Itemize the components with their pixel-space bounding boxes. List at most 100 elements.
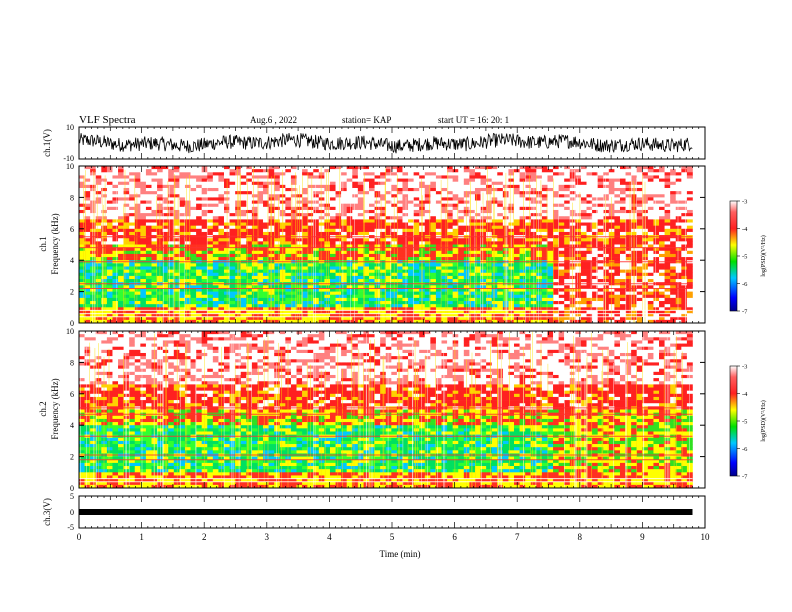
spectrogram-cell	[380, 225, 387, 230]
spectrogram-cell	[597, 241, 604, 245]
spectrogram-cell	[480, 316, 487, 321]
spectrogram-cell	[151, 228, 158, 233]
spectrogram-cell	[597, 203, 604, 208]
spectrogram-cell	[452, 253, 459, 258]
spectrogram-cell	[396, 219, 403, 223]
spectrogram-cell	[603, 272, 610, 277]
spectrogram-cell	[586, 301, 593, 305]
spectrogram-cell	[519, 244, 526, 248]
spectrogram-cell	[525, 269, 532, 274]
spectrogram-cell	[480, 200, 487, 204]
spectrogram-cell	[251, 191, 258, 195]
spectrogram-cell	[145, 285, 152, 289]
spectrogram-cell	[196, 184, 202, 189]
spectrogram-cell	[603, 313, 610, 318]
spectrogram-cell	[207, 294, 214, 299]
spectrogram-cell	[218, 184, 225, 189]
spectrogram-cell	[207, 257, 214, 261]
spectrogram-cell	[257, 203, 264, 208]
spectrogram-cell	[207, 228, 214, 233]
spectrogram-cell	[419, 263, 426, 267]
spectrogram-cell	[134, 197, 141, 201]
spectrogram-cell	[196, 297, 202, 302]
spectrogram-cell	[84, 197, 91, 201]
spectrogram-cell	[603, 275, 610, 280]
spectrogram-cell	[380, 191, 387, 195]
spectrogram-cell	[597, 257, 604, 261]
spectrogram-cell	[536, 181, 543, 186]
spectrogram-cell	[592, 272, 598, 277]
spectrogram-cell	[452, 231, 459, 236]
spectrogram-cell	[184, 225, 191, 230]
spectrogram-cell	[90, 297, 97, 302]
spectrogram-cell	[374, 307, 381, 311]
spectrogram-cell	[285, 272, 292, 277]
spectrogram-cell	[380, 203, 387, 208]
spectrogram-cell	[603, 216, 610, 220]
spectrogram-cell	[335, 172, 342, 176]
spectrogram-cell	[95, 187, 102, 192]
spectrogram-cell	[318, 316, 325, 321]
spectrogram-cell	[541, 175, 548, 179]
spectrogram-cell	[151, 269, 158, 274]
spectrogram-cell	[112, 178, 119, 182]
spectrogram-cell	[536, 319, 543, 324]
spectrogram-cell	[491, 206, 498, 211]
spectrogram-cell	[369, 172, 375, 176]
spectrogram-cell	[430, 269, 437, 274]
spectrogram-cell	[603, 206, 610, 211]
spectrogram-cell	[106, 241, 113, 245]
spectrogram-cell	[575, 178, 582, 182]
spectrogram-cell	[134, 178, 141, 182]
spectrogram-cell	[246, 316, 253, 321]
spectrogram-cell	[580, 313, 587, 318]
spectrogram-cell	[84, 178, 91, 182]
spectrogram-cell	[357, 310, 364, 314]
spectrogram-cell	[402, 203, 409, 208]
spectrogram-cell	[134, 272, 141, 277]
spectrogram-cell	[619, 187, 626, 192]
spectrogram-cell	[129, 316, 136, 321]
spectrogram-cell	[580, 175, 587, 179]
spectrogram-cell	[201, 203, 208, 208]
spectrogram-cell	[597, 297, 604, 302]
spectrogram-cell	[357, 169, 364, 173]
spectrogram-cell	[346, 313, 353, 318]
spectrogram-cell	[558, 222, 565, 226]
spectrogram-cell	[184, 181, 191, 186]
spectrogram-cell	[352, 228, 359, 233]
spectrogram-cell	[112, 209, 119, 214]
spectrogram-cell	[419, 197, 426, 201]
spectrogram-cell	[173, 172, 180, 176]
spectrogram-cell	[519, 219, 526, 223]
spectrogram-cell	[491, 209, 498, 214]
spectrogram-cell	[614, 228, 621, 233]
spectrogram-cell	[463, 187, 470, 192]
spectrogram-cell	[419, 244, 426, 248]
spectrogram-cell	[313, 209, 320, 214]
spectrogram-cell	[257, 316, 264, 321]
spectrogram-cell	[396, 200, 403, 204]
spectrogram-cell	[553, 253, 559, 258]
spectrogram-cell	[586, 319, 593, 324]
spectrogram-cell	[101, 209, 108, 214]
spectrogram-cell	[525, 241, 532, 245]
spectrogram-cell	[514, 191, 520, 195]
spectrogram-cell	[196, 203, 202, 208]
spectrogram-cell	[129, 275, 136, 280]
spectrogram-cell	[519, 172, 526, 176]
spectrogram-cell	[430, 175, 437, 179]
spectrogram-cell	[458, 231, 465, 236]
spectrogram-cell	[145, 222, 152, 226]
spectrogram-cell	[285, 263, 292, 267]
spectrogram-cell	[251, 319, 258, 324]
spectrogram-cell	[346, 279, 353, 283]
spectrogram-cell	[564, 187, 571, 192]
spectrogram-cell	[580, 301, 587, 305]
spectrogram-cell	[140, 297, 147, 302]
spectrogram-cell	[84, 253, 91, 258]
spectrogram-cell	[212, 275, 219, 280]
spectrogram-cell	[196, 250, 202, 255]
spectrogram-cell	[118, 279, 124, 283]
spectrogram-cell	[597, 266, 604, 270]
